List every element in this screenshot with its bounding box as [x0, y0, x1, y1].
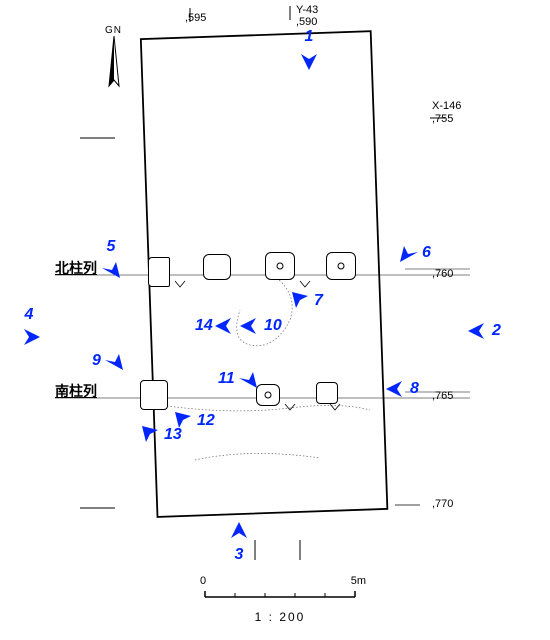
annot-4-label: 4 — [25, 306, 34, 324]
annot-9: 9 — [92, 350, 125, 372]
coord-top-right: ,590 — [296, 16, 317, 28]
annot-2-label: 2 — [492, 322, 501, 340]
north-row-label: 北柱列 — [55, 258, 97, 278]
pillar-s3 — [256, 384, 280, 406]
scale-end: 5m — [351, 575, 366, 587]
pillar-n4 — [326, 252, 356, 280]
annot-5-label: 5 — [107, 238, 116, 256]
pillar-n3 — [265, 252, 295, 280]
coord-bot-right: ,770 — [432, 498, 453, 510]
annot-6: 6 — [398, 242, 431, 264]
annot-13-label: 13 — [164, 426, 182, 444]
annot-5: 5 — [100, 238, 122, 280]
x-label: X-146 — [432, 100, 461, 112]
annot-14: 14 — [195, 315, 237, 337]
coord-row-n: ,760 — [432, 268, 453, 280]
pillar-n2 — [203, 254, 231, 280]
annot-14-label: 14 — [195, 317, 213, 335]
annot-7: 7 — [290, 290, 323, 312]
annot-1: 1 — [298, 28, 320, 70]
coord-row-s: ,765 — [432, 390, 453, 402]
annot-3: 3 — [228, 522, 250, 564]
annot-6-label: 6 — [422, 244, 431, 262]
pillar-n1 — [148, 257, 170, 287]
pillar-s1 — [140, 380, 168, 410]
y-label: Y-43 — [296, 4, 318, 16]
annot-2: 2 — [468, 320, 501, 342]
coord-top-left: ,595 — [185, 12, 206, 24]
annot-10-label: 10 — [264, 317, 282, 335]
annot-1-label: 1 — [305, 28, 314, 46]
annot-10: 10 — [240, 315, 282, 337]
pillar-s4 — [316, 382, 338, 404]
annot-8-label: 8 — [410, 380, 419, 398]
scale-label: 1 : 200 — [200, 610, 360, 624]
annot-11-label: 11 — [218, 370, 235, 388]
annot-4: 4 — [18, 306, 40, 348]
south-row-label: 南柱列 — [55, 381, 97, 401]
annot-3-label: 3 — [235, 546, 244, 564]
annot-7-label: 7 — [314, 292, 323, 310]
annot-9-label: 9 — [92, 352, 101, 370]
annot-13: 13 — [140, 424, 182, 446]
scale-bar: 0 5m 1 : 200 — [200, 585, 360, 624]
annot-11: 11 — [218, 368, 259, 390]
annot-8: 8 — [386, 378, 419, 400]
annot-12-label: 12 — [197, 412, 215, 430]
scale-zero: 0 — [200, 575, 206, 587]
coord-mid-right: ,755 — [432, 113, 453, 125]
